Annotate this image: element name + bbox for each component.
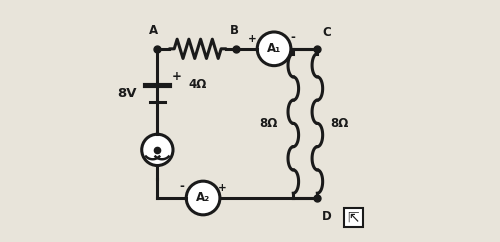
Text: +: +	[248, 34, 257, 44]
Text: C: C	[322, 26, 331, 39]
Text: +: +	[172, 69, 182, 83]
Text: A₁: A₁	[267, 42, 281, 55]
Text: 4Ω: 4Ω	[188, 78, 206, 91]
Text: -: -	[179, 180, 184, 193]
Text: D: D	[322, 210, 332, 223]
Text: +: +	[218, 183, 226, 193]
Text: B: B	[230, 24, 239, 37]
Circle shape	[142, 134, 173, 166]
Text: ⇱: ⇱	[348, 210, 360, 224]
Text: 8Ω: 8Ω	[330, 117, 349, 130]
Text: A₂: A₂	[196, 191, 210, 204]
Text: 8V: 8V	[118, 87, 137, 100]
Text: -: -	[291, 31, 296, 44]
Text: 8Ω: 8Ω	[260, 117, 278, 130]
FancyBboxPatch shape	[344, 208, 363, 227]
Circle shape	[257, 32, 291, 66]
Circle shape	[186, 181, 220, 215]
Text: A: A	[149, 24, 158, 37]
